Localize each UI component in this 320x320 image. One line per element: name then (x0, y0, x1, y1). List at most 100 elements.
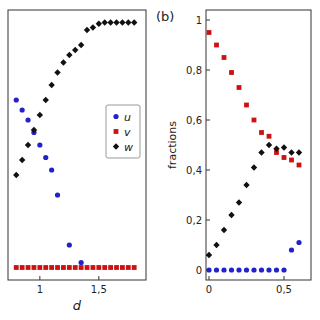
point (229, 267, 234, 272)
legend-marker (113, 143, 119, 149)
point (90, 24, 96, 30)
point (66, 52, 72, 58)
point (281, 144, 287, 150)
point (266, 142, 272, 148)
point (43, 155, 48, 160)
series (14, 265, 137, 270)
point (72, 47, 78, 53)
point (20, 265, 25, 270)
point (60, 59, 66, 65)
x-tick-label: 1,5 (91, 284, 107, 295)
point (54, 69, 60, 75)
marks (206, 30, 302, 273)
point (20, 107, 25, 112)
y-tick (206, 220, 210, 221)
point (113, 19, 119, 25)
point (85, 265, 90, 270)
x-tick (39, 276, 40, 280)
point (126, 265, 131, 270)
point (289, 247, 294, 252)
y-tick-label: 0,4 (186, 165, 202, 176)
point (84, 27, 90, 33)
point (214, 43, 219, 48)
point (32, 265, 37, 270)
point (79, 265, 84, 270)
point (73, 265, 78, 270)
point (37, 265, 42, 270)
x-tick-label: 1 (37, 284, 43, 295)
point (244, 267, 249, 272)
series (207, 30, 302, 167)
point (222, 55, 227, 60)
point (221, 267, 226, 272)
point (206, 267, 211, 272)
legend: uvw (106, 105, 140, 158)
point (229, 70, 234, 75)
point (237, 85, 242, 90)
series (206, 142, 302, 258)
point (114, 265, 119, 270)
point (296, 240, 301, 245)
point (214, 267, 219, 272)
point (37, 142, 42, 147)
point (43, 97, 49, 103)
point (108, 265, 113, 270)
legend-box (106, 105, 140, 158)
point (296, 149, 302, 155)
point (43, 265, 48, 270)
point (31, 127, 37, 133)
point (132, 265, 137, 270)
y-tick-label: 0,6 (186, 115, 202, 126)
point (79, 260, 84, 265)
legend-marker (114, 129, 119, 134)
point (102, 265, 107, 270)
point (243, 182, 249, 188)
point (37, 112, 43, 118)
point (49, 167, 54, 172)
point (289, 158, 294, 163)
legend-label: v (124, 126, 131, 139)
point (267, 134, 272, 139)
plot-frame (8, 10, 146, 280)
series (14, 97, 84, 265)
point (25, 117, 30, 122)
point (13, 172, 19, 178)
point (259, 267, 264, 272)
point (96, 21, 102, 27)
y-tick-label: 0 (196, 265, 202, 276)
point (14, 97, 19, 102)
point (48, 82, 54, 88)
legend-label: u (124, 111, 131, 124)
y-tick (206, 120, 210, 121)
panel: 00,500,20,40,60,81fractions(b) (156, 9, 311, 295)
point (251, 164, 257, 170)
point (131, 19, 137, 25)
point (228, 212, 234, 218)
point (236, 199, 242, 205)
y-tick (206, 20, 210, 21)
point (55, 265, 60, 270)
series (206, 240, 301, 273)
point (259, 130, 264, 135)
point (67, 242, 72, 247)
point (25, 142, 31, 148)
point (251, 267, 256, 272)
point (207, 30, 212, 35)
point (107, 19, 113, 25)
x-tick-label: 0 (206, 284, 212, 295)
point (274, 267, 279, 272)
point (288, 149, 294, 155)
point (281, 267, 286, 272)
x-tick (98, 276, 99, 280)
figure: 11,5duvw00,500,20,40,60,81fractions(b) (0, 0, 320, 320)
x-tick-label: 0,5 (276, 284, 292, 295)
point (206, 252, 212, 258)
point (252, 118, 257, 123)
point (55, 192, 60, 197)
point (102, 19, 108, 25)
x-tick (284, 276, 285, 280)
point (49, 265, 54, 270)
point (119, 19, 125, 25)
point (244, 103, 249, 108)
y-tick-label: 1 (196, 15, 202, 26)
